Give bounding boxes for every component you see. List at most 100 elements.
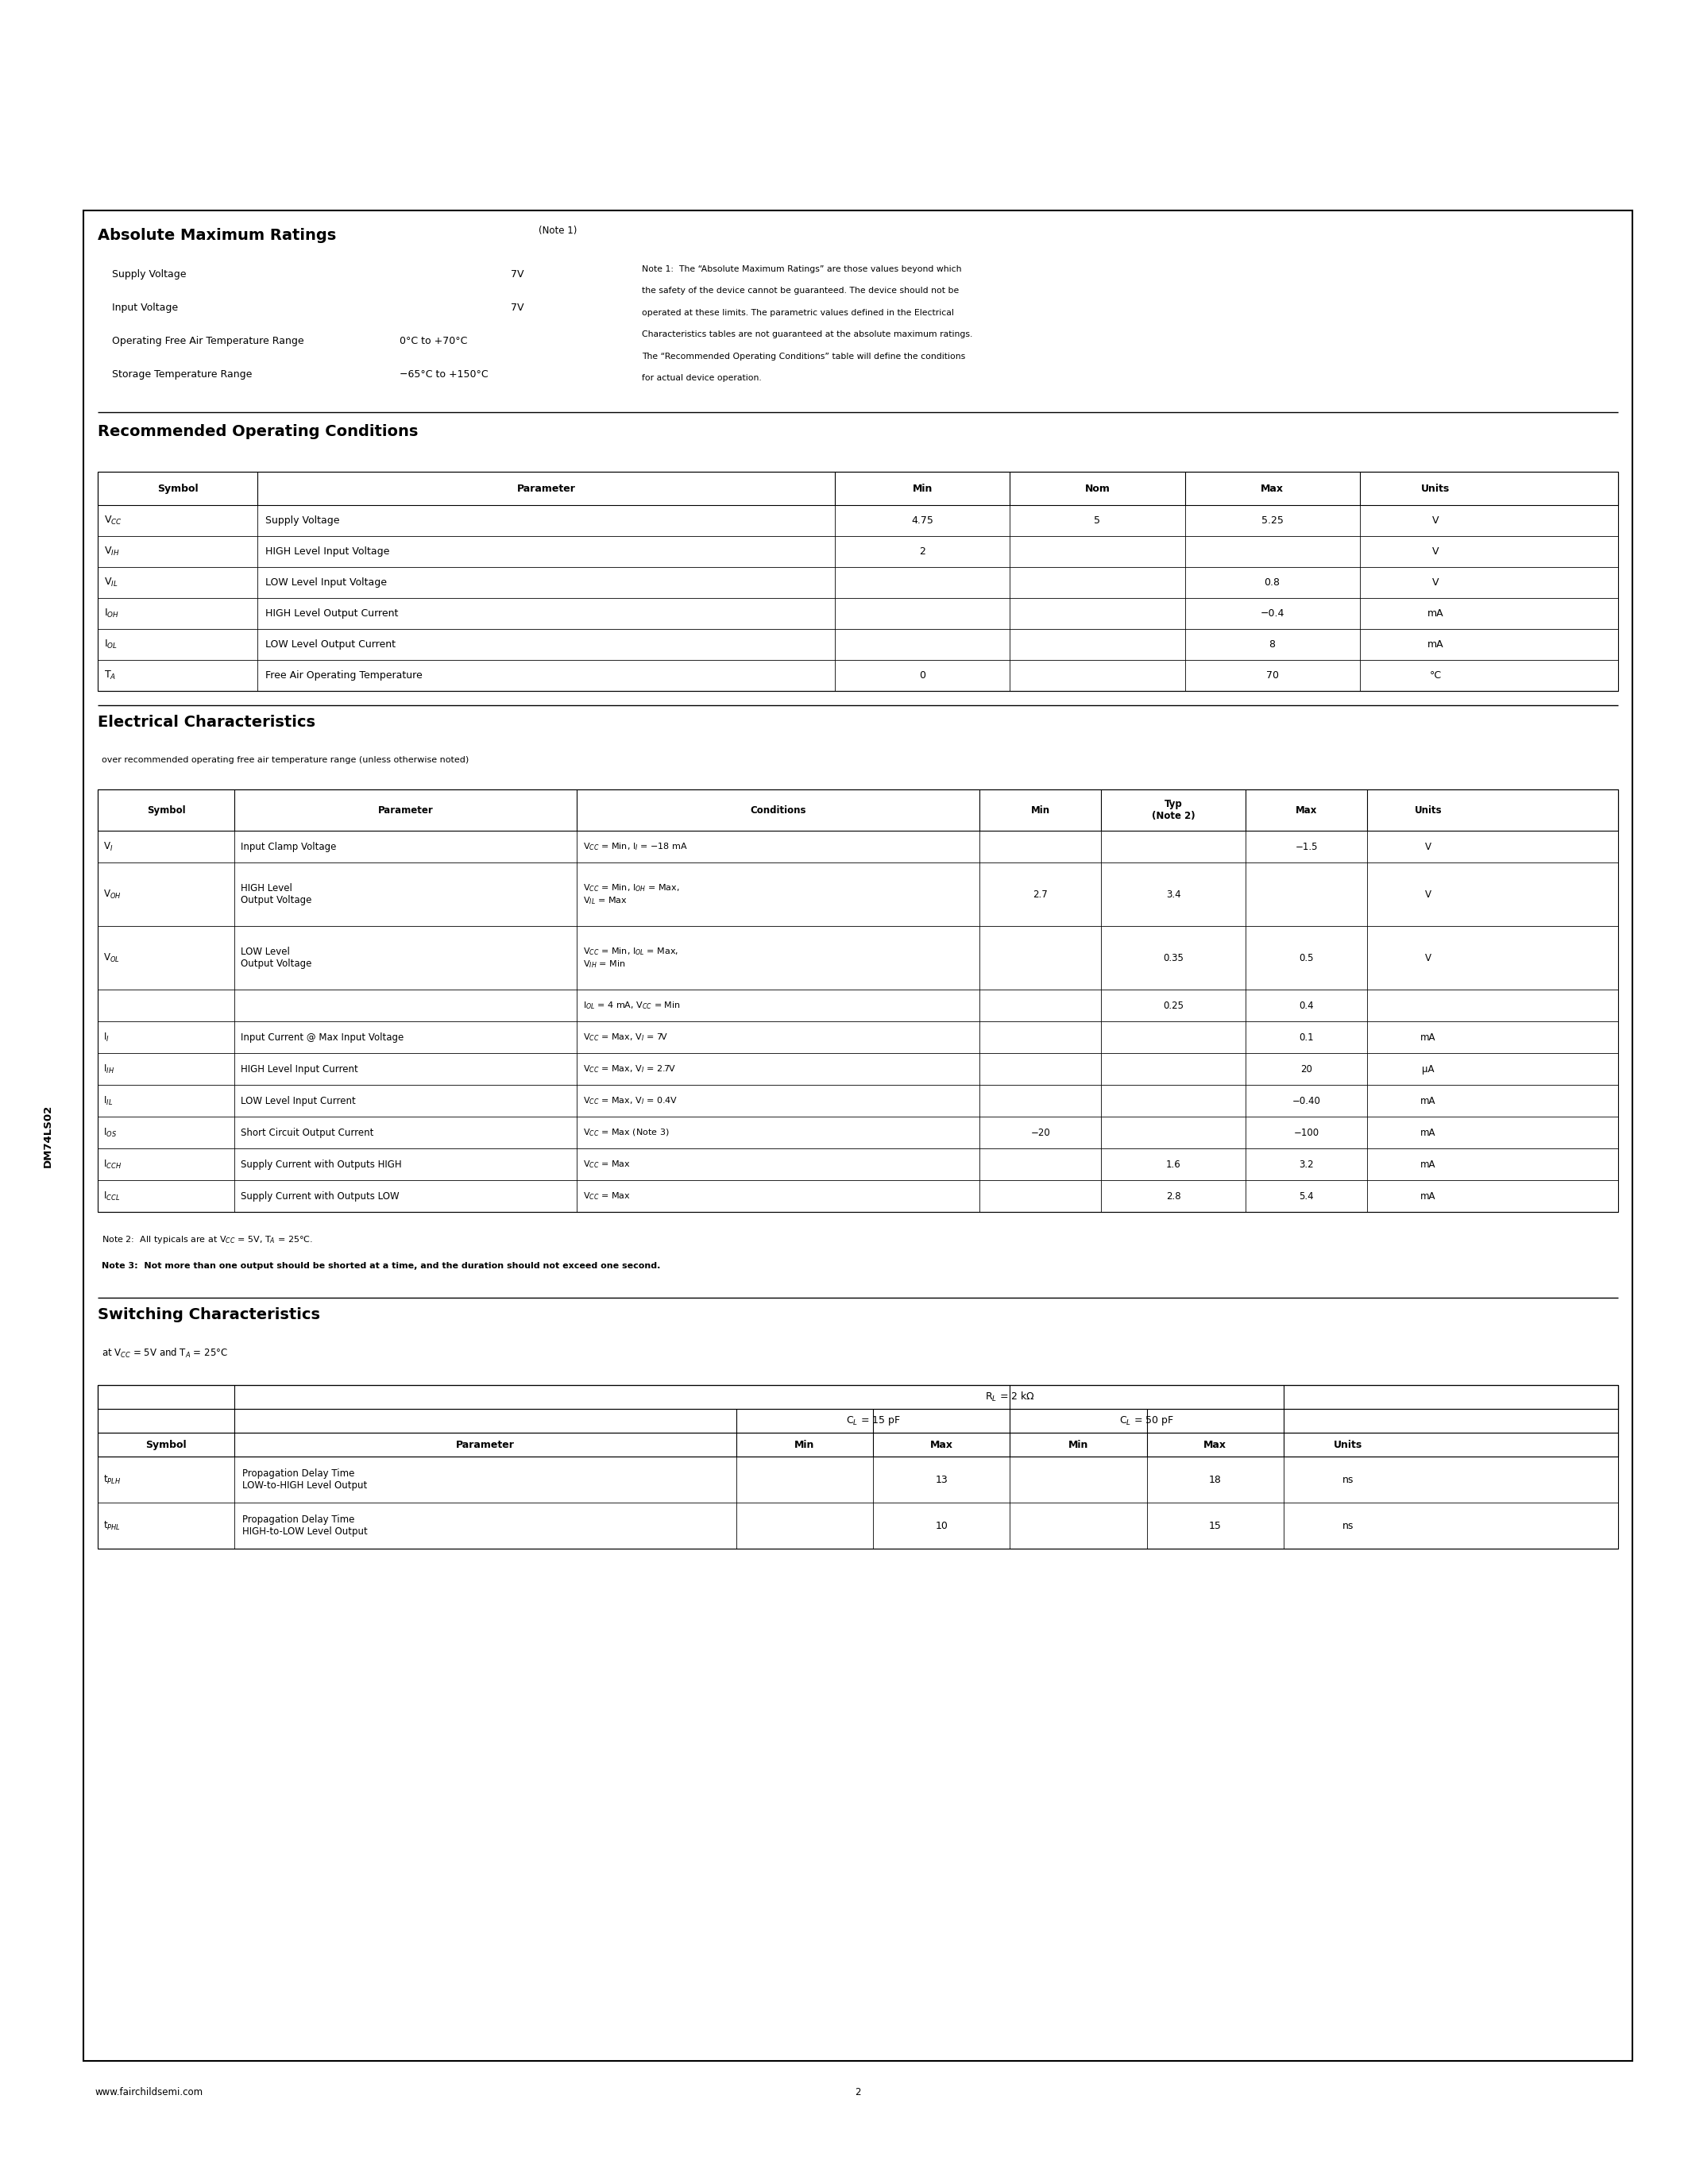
Text: Note 2:  All typicals are at V$_{CC}$ = 5V, T$_A$ = 25°C.: Note 2: All typicals are at V$_{CC}$ = 5… <box>101 1234 312 1245</box>
Text: V: V <box>1425 952 1431 963</box>
Text: 0.1: 0.1 <box>1300 1033 1313 1042</box>
Text: 2.7: 2.7 <box>1033 889 1048 900</box>
Text: V$_{CC}$ = Max, V$_I$ = 2.7V: V$_{CC}$ = Max, V$_I$ = 2.7V <box>582 1064 675 1075</box>
Text: mA: mA <box>1420 1160 1436 1168</box>
Text: −0.4: −0.4 <box>1261 609 1285 618</box>
Bar <box>98 788 1619 830</box>
Text: −1.5: −1.5 <box>1295 841 1318 852</box>
Bar <box>98 788 1619 1212</box>
Text: operated at these limits. The parametric values defined in the Electrical: operated at these limits. The parametric… <box>641 308 954 317</box>
Text: 4.75: 4.75 <box>912 515 933 526</box>
Text: V$_{CC}$ = Max: V$_{CC}$ = Max <box>582 1190 631 1201</box>
Text: mA: mA <box>1420 1096 1436 1105</box>
Text: 7V: 7V <box>511 304 523 312</box>
Text: V$_{CC}$ = Min, I$_{OH}$ = Max,
V$_{IL}$ = Max: V$_{CC}$ = Min, I$_{OH}$ = Max, V$_{IL}$… <box>582 882 680 906</box>
Text: 0.5: 0.5 <box>1300 952 1313 963</box>
Text: −65°C to +150°C: −65°C to +150°C <box>400 369 488 380</box>
Text: Parameter: Parameter <box>517 483 576 494</box>
Bar <box>98 472 1619 690</box>
Text: Min: Min <box>1069 1439 1089 1450</box>
Text: Short Circuit Output Current: Short Circuit Output Current <box>241 1127 373 1138</box>
Text: for actual device operation.: for actual device operation. <box>641 373 761 382</box>
Text: Units: Units <box>1421 483 1450 494</box>
Text: mA: mA <box>1428 609 1443 618</box>
Text: V$_{OH}$: V$_{OH}$ <box>103 889 122 900</box>
Text: t$_{PLH}$: t$_{PLH}$ <box>103 1474 122 1485</box>
Text: 2.8: 2.8 <box>1166 1190 1182 1201</box>
Text: −100: −100 <box>1293 1127 1320 1138</box>
Text: 1.6: 1.6 <box>1166 1160 1182 1168</box>
Text: mA: mA <box>1420 1127 1436 1138</box>
Text: Symbol: Symbol <box>157 483 197 494</box>
Bar <box>83 210 1632 2062</box>
Text: Operating Free Air Temperature Range: Operating Free Air Temperature Range <box>111 336 304 347</box>
Text: 0: 0 <box>920 670 925 681</box>
Text: 13: 13 <box>935 1474 947 1485</box>
Text: the safety of the device cannot be guaranteed. The device should not be: the safety of the device cannot be guara… <box>641 286 959 295</box>
Text: I$_I$: I$_I$ <box>103 1031 110 1044</box>
Text: 3.4: 3.4 <box>1166 889 1182 900</box>
Text: 8: 8 <box>1269 640 1276 649</box>
Text: I$_{OL}$: I$_{OL}$ <box>105 638 118 651</box>
Text: I$_{OH}$: I$_{OH}$ <box>105 607 120 620</box>
Text: 5: 5 <box>1094 515 1101 526</box>
Text: V: V <box>1425 841 1431 852</box>
Text: 20: 20 <box>1300 1064 1312 1075</box>
Text: Free Air Operating Temperature: Free Air Operating Temperature <box>265 670 422 681</box>
Text: Max: Max <box>930 1439 954 1450</box>
Text: Note 1:  The “Absolute Maximum Ratings” are those values beyond which: Note 1: The “Absolute Maximum Ratings” a… <box>641 264 962 273</box>
Text: V$_{CC}$ = Max (Note 3): V$_{CC}$ = Max (Note 3) <box>582 1127 668 1138</box>
Text: DM74LS02: DM74LS02 <box>42 1105 52 1166</box>
Text: 3.2: 3.2 <box>1300 1160 1313 1168</box>
Text: −20: −20 <box>1030 1127 1050 1138</box>
Text: Absolute Maximum Ratings: Absolute Maximum Ratings <box>98 227 336 242</box>
Text: Conditions: Conditions <box>749 806 807 815</box>
Text: 18: 18 <box>1209 1474 1222 1485</box>
Text: Parameter: Parameter <box>378 806 434 815</box>
Text: Units: Units <box>1334 1439 1362 1450</box>
Text: mA: mA <box>1428 640 1443 649</box>
Text: T$_{A}$: T$_{A}$ <box>105 670 116 681</box>
Text: μA: μA <box>1421 1064 1435 1075</box>
Text: Min: Min <box>913 483 932 494</box>
Text: V$_{CC}$ = Max: V$_{CC}$ = Max <box>582 1160 631 1171</box>
Text: Supply Voltage: Supply Voltage <box>265 515 339 526</box>
Text: Supply Current with Outputs HIGH: Supply Current with Outputs HIGH <box>241 1160 402 1168</box>
Text: Propagation Delay Time
HIGH-to-LOW Level Output: Propagation Delay Time HIGH-to-LOW Level… <box>243 1514 368 1538</box>
Text: HIGH Level Input Voltage: HIGH Level Input Voltage <box>265 546 390 557</box>
Text: Storage Temperature Range: Storage Temperature Range <box>111 369 252 380</box>
Text: I$_{CCL}$: I$_{CCL}$ <box>103 1190 120 1201</box>
Text: Symbol: Symbol <box>145 1439 187 1450</box>
Text: LOW Level Input Voltage: LOW Level Input Voltage <box>265 577 387 587</box>
Text: V$_{CC}$ = Min, I$_{OL}$ = Max,
V$_{IH}$ = Min: V$_{CC}$ = Min, I$_{OL}$ = Max, V$_{IH}$… <box>582 946 679 970</box>
Text: C$_L$ = 50 pF: C$_L$ = 50 pF <box>1119 1415 1175 1426</box>
Text: Input Voltage: Input Voltage <box>111 304 177 312</box>
Text: Recommended Operating Conditions: Recommended Operating Conditions <box>98 424 419 439</box>
Text: V$_{IH}$: V$_{IH}$ <box>105 546 120 557</box>
Text: mA: mA <box>1420 1190 1436 1201</box>
Text: Max: Max <box>1261 483 1285 494</box>
Text: −0.40: −0.40 <box>1293 1096 1320 1105</box>
Text: V: V <box>1425 889 1431 900</box>
Text: R$_L$ = 2 kΩ: R$_L$ = 2 kΩ <box>986 1391 1035 1404</box>
Text: (Note 1): (Note 1) <box>538 225 577 236</box>
Text: C$_L$ = 15 pF: C$_L$ = 15 pF <box>846 1415 900 1426</box>
Text: Note 3:  Not more than one output should be shorted at a time, and the duration : Note 3: Not more than one output should … <box>101 1262 660 1269</box>
Text: V$_I$: V$_I$ <box>103 841 113 852</box>
Text: 5.4: 5.4 <box>1300 1190 1313 1201</box>
Text: I$_{OL}$ = 4 mA, V$_{CC}$ = Min: I$_{OL}$ = 4 mA, V$_{CC}$ = Min <box>582 1000 680 1011</box>
Text: 10: 10 <box>935 1520 949 1531</box>
Text: 0.35: 0.35 <box>1163 952 1183 963</box>
Bar <box>98 472 1619 505</box>
Text: HIGH Level Output Current: HIGH Level Output Current <box>265 609 398 618</box>
Text: V$_{CC}$ = Max, V$_I$ = 0.4V: V$_{CC}$ = Max, V$_I$ = 0.4V <box>582 1094 677 1107</box>
Text: °C: °C <box>1430 670 1442 681</box>
Text: V$_{CC}$ = Max, V$_I$ = 7V: V$_{CC}$ = Max, V$_I$ = 7V <box>582 1031 668 1042</box>
Text: Propagation Delay Time
LOW-to-HIGH Level Output: Propagation Delay Time LOW-to-HIGH Level… <box>243 1468 368 1492</box>
Text: 2: 2 <box>920 546 925 557</box>
Bar <box>98 1385 1619 1409</box>
Text: V$_{IL}$: V$_{IL}$ <box>105 577 118 587</box>
Text: Characteristics tables are not guaranteed at the absolute maximum ratings.: Characteristics tables are not guarantee… <box>641 330 972 339</box>
Text: Max: Max <box>1296 806 1317 815</box>
Text: 15: 15 <box>1209 1520 1222 1531</box>
